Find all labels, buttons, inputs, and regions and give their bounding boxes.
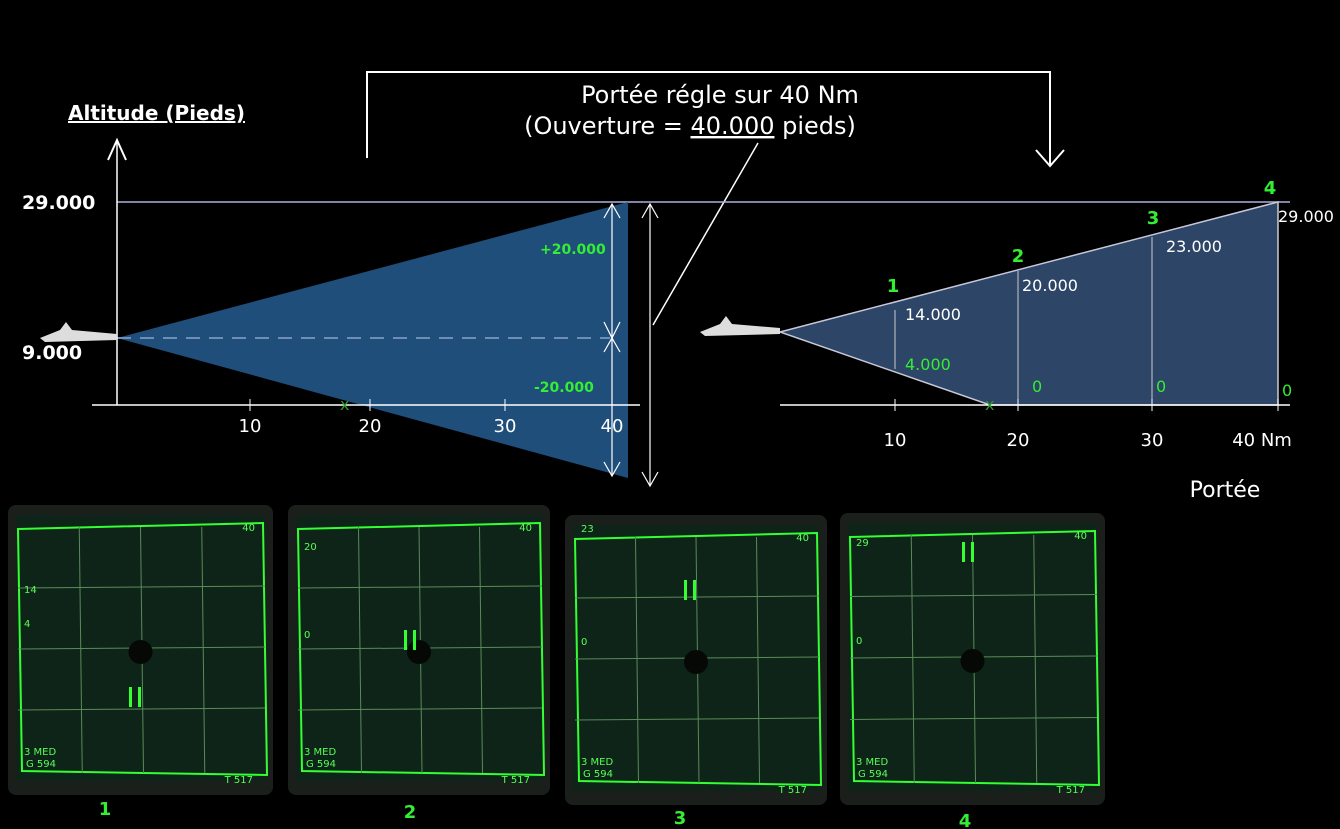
screen-center: [129, 640, 153, 664]
cursor: [413, 630, 416, 650]
altitude-label: 9.000: [22, 342, 82, 364]
screen-center: [684, 650, 708, 674]
screen-range: 40: [519, 523, 532, 534]
screen-altitude: 23: [581, 524, 594, 535]
tick-label: 20: [359, 416, 382, 437]
range-title: Portée: [1190, 478, 1261, 503]
screen-info: T 517: [224, 775, 253, 786]
note-line: Portée régle sur 40 Nm: [581, 81, 859, 109]
screen-mode: 3 MED: [24, 747, 56, 758]
point-label: 1: [887, 276, 900, 297]
altitude-label: 29.000: [22, 192, 95, 214]
screen-caption: 2: [404, 802, 417, 823]
ground-mark: x: [340, 395, 349, 414]
note-part: (Ouverture =: [524, 112, 690, 140]
ground-mark: x: [985, 395, 994, 414]
screen-info: G 594: [858, 769, 888, 780]
screen-altitude: 20: [304, 542, 317, 553]
screen-range: 40: [796, 533, 809, 544]
screen-info: T 517: [1056, 785, 1085, 796]
altitude-value: 20.000: [1022, 276, 1078, 295]
screen-altitude: 0: [856, 636, 862, 647]
screen-center: [407, 640, 431, 664]
screen-info: T 517: [501, 775, 530, 786]
point-label: 2: [1012, 246, 1025, 267]
screen-info: T 517: [778, 785, 807, 796]
screen-range: 40: [1074, 531, 1087, 542]
page: Altitude (Pieds) Portée régle sur 40 Nm …: [0, 0, 1340, 829]
cone-label: -20.000: [534, 380, 594, 396]
cursor: [138, 687, 141, 707]
axis-title: Altitude (Pieds): [68, 101, 245, 125]
screen-altitude: 0: [304, 630, 310, 641]
point-label: 3: [1147, 208, 1160, 229]
cone-label: +20.000: [540, 242, 606, 258]
cursor: [404, 630, 407, 650]
altitude-value: 0: [1156, 377, 1166, 396]
screen-info: G 594: [26, 759, 56, 770]
screen-caption: 1: [99, 799, 112, 820]
diagram: Altitude (Pieds) Portée régle sur 40 Nm …: [0, 0, 1340, 829]
altitude-value: 0: [1032, 377, 1042, 396]
tick-label: 30: [1141, 430, 1164, 451]
screen-caption: 4: [959, 811, 972, 829]
tick-label: 30: [494, 416, 517, 437]
screen-mode: 3 MED: [856, 757, 888, 768]
screen-center: [961, 649, 985, 673]
cursor: [129, 687, 132, 707]
cursor: [684, 580, 687, 600]
note-part: pieds): [774, 112, 855, 140]
cursor: [971, 542, 974, 562]
screen-altitude: 0: [581, 637, 587, 648]
screen-mode: 3 MED: [304, 747, 336, 758]
point-label: 4: [1264, 178, 1277, 199]
screen-mode: 3 MED: [581, 757, 613, 768]
screen-caption: 3: [674, 808, 687, 829]
altitude-value: 0: [1282, 381, 1292, 400]
cursor: [693, 580, 696, 600]
tick-label: 10: [884, 430, 907, 451]
screen-altitude: 29: [856, 538, 869, 549]
cursor: [962, 542, 965, 562]
tick-label: 40: [601, 416, 624, 437]
screen-info: G 594: [583, 769, 613, 780]
screen-altitude: 14: [24, 585, 37, 596]
note-line: (Ouverture = 40.000 pieds): [524, 112, 856, 140]
altitude-value: 23.000: [1166, 237, 1222, 256]
altitude-value: 29.000: [1278, 207, 1334, 226]
tick-label: 20: [1007, 430, 1030, 451]
screen-altitude: 4: [24, 619, 30, 630]
altitude-value: 4.000: [905, 355, 951, 374]
screen-range: 40: [242, 523, 255, 534]
tick-label: 40 Nm: [1232, 430, 1292, 451]
screen-info: G 594: [306, 759, 336, 770]
tick-label: 10: [239, 416, 262, 437]
note-value: 40.000: [691, 112, 775, 140]
altitude-value: 14.000: [905, 305, 961, 324]
